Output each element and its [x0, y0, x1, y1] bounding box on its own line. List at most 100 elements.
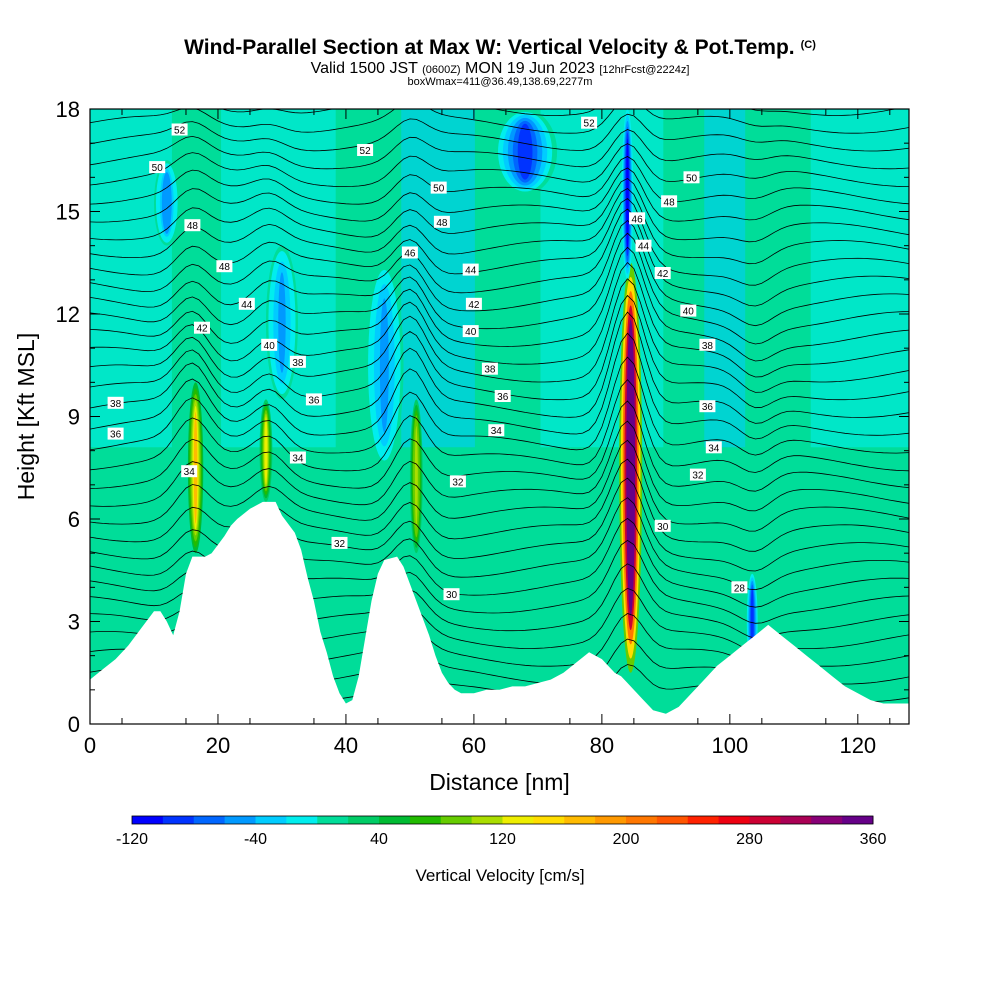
theta-contour-line: [90, 311, 909, 424]
theta-label-text: 34: [491, 426, 503, 437]
theta-label-bg: [194, 321, 210, 334]
field-band: [810, 109, 909, 448]
theta-label-bg: [107, 396, 124, 409]
velocity-cell: [414, 426, 418, 527]
theta-label: 32: [449, 475, 466, 488]
theta-label-bg: [149, 161, 166, 174]
colorbar-swatch: [502, 816, 534, 824]
colorbar-swatch: [255, 816, 287, 824]
theta-label-text: 48: [187, 221, 199, 232]
theta-contour-line: [90, 458, 909, 552]
valid-time-line: Valid 1500 JST (0600Z) MON 19 Jun 2023 […: [0, 60, 1000, 78]
theta-label: 48: [661, 195, 678, 208]
theta-label-text: 50: [152, 163, 164, 174]
theta-contour-line: [90, 156, 909, 205]
colorbar-swatch: [348, 816, 380, 824]
theta-label-text: 36: [497, 392, 509, 403]
theta-label-bg: [699, 400, 716, 413]
theta-label: 36: [107, 427, 124, 441]
theta-contour-line: [90, 178, 909, 243]
theta-label: 40: [462, 325, 479, 338]
colorbar-title: Vertical Velocity [cm/s]: [415, 866, 584, 885]
theta-label-bg: [705, 441, 722, 454]
theta-label: 34: [181, 465, 198, 478]
theta-label-bg: [699, 338, 716, 351]
colorbar-swatch: [286, 816, 318, 824]
theta-label-text: 36: [110, 430, 122, 441]
y-tick-label: 12: [56, 302, 80, 327]
colorbar-swatch: [317, 816, 349, 824]
colorbar-frame: [131, 815, 874, 825]
colorbar-swatch: [379, 816, 411, 824]
theta-label-text: 30: [446, 590, 458, 601]
y-tick-label: 3: [68, 610, 80, 635]
theta-label-bg: [581, 116, 598, 129]
y-tick-label: 9: [68, 405, 80, 430]
theta-contour-line: [90, 356, 909, 456]
colorbar-tick-label: -120: [116, 831, 148, 848]
theta-label: 32: [689, 468, 706, 482]
forecast-info: [12hrFcst@2224z]: [599, 64, 690, 76]
theta-label-bg: [689, 468, 706, 481]
theta-label-bg: [305, 393, 322, 406]
theta-label: 48: [216, 260, 233, 273]
theta-label-text: 46: [404, 249, 416, 260]
chart-title: Wind-Parallel Section at Max W: Vertical…: [0, 36, 1000, 60]
theta-label-bg: [465, 297, 482, 310]
theta-label-bg: [654, 519, 671, 532]
colorbar-swatch: [564, 816, 596, 824]
theta-label-bg: [731, 581, 748, 594]
colorbar-swatch: [811, 816, 843, 824]
x-axis-title: Distance [nm]: [429, 769, 570, 795]
theta-label-bg: [184, 219, 201, 232]
theta-label: 36: [494, 390, 511, 403]
theta-label: 34: [488, 424, 505, 437]
theta-label-bg: [181, 465, 198, 478]
theta-label-text: 48: [219, 262, 231, 273]
theta-label-text: 44: [241, 300, 253, 311]
theta-contour-line: [90, 400, 909, 492]
theta-label-text: 50: [686, 173, 698, 184]
theta-contour-line: [90, 129, 909, 170]
colorbar-swatch: [687, 816, 720, 824]
x-tick-label: 0: [84, 733, 96, 758]
theta-label-bg: [462, 325, 479, 338]
velocity-cell: [517, 123, 533, 180]
theta-contour-line: [90, 113, 909, 152]
theta-label: 38: [289, 355, 306, 369]
velocity-cell: [628, 333, 634, 602]
theta-label-text: 44: [638, 242, 650, 253]
theta-label: 40: [261, 338, 278, 352]
box-max-info: boxWmax=411@36.49,138.69,2277m: [407, 76, 593, 88]
theta-contour-line: [221, 109, 898, 116]
field-band: [704, 109, 746, 448]
theta-label: 52: [171, 123, 188, 137]
colorbar-swatch: [749, 816, 781, 824]
theta-label: 44: [462, 263, 479, 277]
x-tick-label: 20: [206, 733, 230, 758]
theta-label: 42: [465, 297, 482, 311]
plot-clip-group: [90, 109, 909, 724]
theta-label-bg: [357, 144, 374, 156]
theta-contour-line: [90, 188, 909, 265]
theta-label-text: 40: [264, 341, 276, 352]
velocity-cell: [626, 138, 629, 251]
theta-label-bg: [238, 297, 255, 310]
theta-contour-line: [90, 262, 909, 378]
colorbar-swatch: [626, 816, 658, 824]
theta-contour-line: [90, 208, 909, 307]
theta-contour-line: [90, 332, 909, 440]
theta-label-bg: [331, 536, 348, 549]
theta-label: 36: [699, 400, 716, 413]
velocity-cell: [264, 417, 268, 485]
theta-label: 48: [433, 215, 450, 229]
theta-label-bg: [430, 181, 447, 194]
colorbar-swatch: [409, 816, 442, 824]
theta-label-bg: [488, 424, 505, 437]
theta-label-text: 38: [292, 358, 304, 369]
theta-label-text: 40: [465, 327, 477, 338]
y-axis-title: Height [Kft MSL]: [13, 333, 39, 500]
theta-label-text: 38: [110, 399, 122, 410]
y-tick-label: 15: [56, 200, 80, 225]
